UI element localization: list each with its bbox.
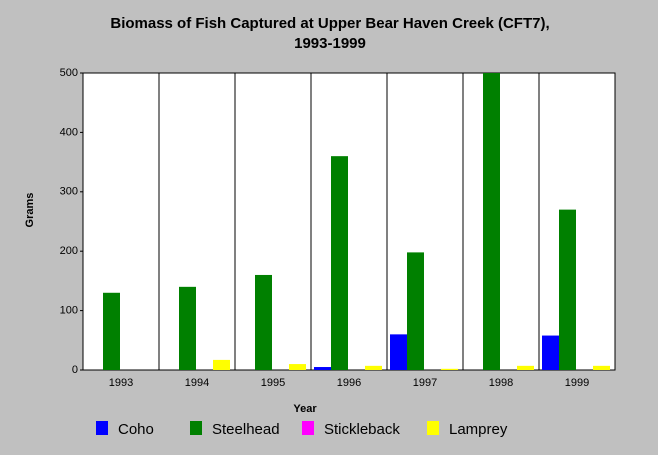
y-tick-label: 100 bbox=[60, 305, 78, 317]
x-tick-label: 1998 bbox=[489, 377, 513, 389]
bar bbox=[331, 156, 348, 370]
x-tick-label: 1996 bbox=[337, 377, 361, 389]
x-tick-label: 1995 bbox=[261, 377, 285, 389]
x-tick-label: 1994 bbox=[185, 377, 209, 389]
bar bbox=[517, 365, 534, 370]
bar bbox=[365, 365, 382, 370]
legend-label: Steelhead bbox=[212, 421, 280, 438]
legend-swatch bbox=[190, 421, 202, 435]
x-tick-label: 1993 bbox=[109, 377, 133, 389]
y-tick-label: 500 bbox=[60, 67, 78, 79]
bar bbox=[213, 359, 230, 370]
y-axis-label: Grams bbox=[24, 193, 36, 228]
legend-label: Lamprey bbox=[449, 421, 508, 438]
y-tick-label: 300 bbox=[60, 186, 78, 198]
bar bbox=[103, 292, 120, 370]
x-tick-label: 1999 bbox=[565, 377, 589, 389]
bar bbox=[407, 252, 424, 370]
x-axis-label: Year bbox=[293, 403, 317, 415]
y-tick-label: 0 bbox=[72, 364, 78, 376]
legend-label: Coho bbox=[118, 421, 154, 438]
bar bbox=[593, 365, 610, 370]
legend-swatch bbox=[427, 421, 439, 435]
chart-title: Biomass of Fish Captured at Upper Bear H… bbox=[110, 15, 549, 32]
y-tick-label: 400 bbox=[60, 126, 78, 138]
bar bbox=[542, 335, 559, 370]
legend-label: Stickleback bbox=[324, 421, 400, 438]
chart-title: 1993-1999 bbox=[294, 35, 366, 52]
bar bbox=[179, 286, 196, 370]
bar bbox=[314, 367, 331, 370]
legend-swatch bbox=[302, 421, 314, 435]
y-tick-label: 200 bbox=[60, 245, 78, 257]
bar bbox=[390, 334, 407, 370]
bar bbox=[255, 274, 272, 370]
plot-area bbox=[82, 72, 616, 371]
bar bbox=[483, 73, 500, 370]
x-tick-label: 1997 bbox=[413, 377, 437, 389]
legend-swatch bbox=[96, 421, 108, 435]
bar bbox=[559, 209, 576, 370]
bar bbox=[441, 368, 458, 370]
bar bbox=[289, 364, 306, 370]
